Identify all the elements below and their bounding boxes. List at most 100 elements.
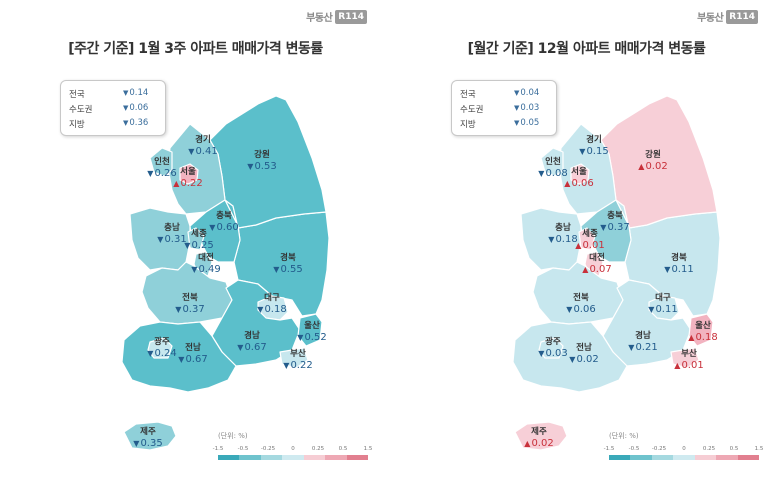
- region-name: 세종: [191, 229, 207, 239]
- region-name: 인천: [154, 157, 170, 167]
- region-change: ▲0.02: [514, 438, 564, 450]
- region-label-gyeongnam: 경남 ▼0.21: [618, 331, 668, 354]
- legend-swatch: [716, 455, 738, 460]
- region-label-jeonnam: 전남 ▼0.02: [559, 343, 609, 365]
- down-arrow-icon: ▼: [548, 234, 555, 244]
- monthly-map: [512, 95, 721, 451]
- down-arrow-icon: ▼: [237, 342, 244, 352]
- down-arrow-icon: ▼: [209, 222, 216, 232]
- up-arrow-icon: ▲: [582, 264, 589, 274]
- weekly-title: [주간 기준] 1월 3주 아파트 매매가격 변동률: [68, 41, 323, 57]
- region-value: 0.52: [304, 331, 327, 343]
- up-arrow-icon: ▲: [564, 178, 571, 188]
- region-value: 0.21: [635, 341, 658, 353]
- region-change: ▲0.06: [554, 178, 604, 190]
- region-change: ▼0.11: [638, 304, 688, 316]
- down-arrow-icon: ▼: [188, 146, 195, 156]
- up-arrow-icon: ▲: [688, 332, 695, 342]
- region-value: 0.06: [571, 177, 594, 189]
- region-change: ▼0.11: [654, 264, 704, 276]
- region-name: 광주: [154, 337, 170, 347]
- region-value: 0.11: [655, 303, 678, 315]
- down-arrow-icon: ▼: [297, 332, 304, 342]
- legend-tick: 0: [682, 446, 686, 452]
- summary-name: 지방: [69, 120, 85, 130]
- region-name: 전북: [573, 293, 589, 303]
- legend-tick: 1.5: [754, 446, 764, 452]
- down-arrow-icon: ▼: [157, 234, 164, 244]
- region-gwangju: [538, 337, 564, 359]
- down-arrow-icon: ▼: [579, 146, 586, 156]
- region-label-busan: 부산 ▲0.01: [664, 349, 714, 371]
- region-value: 0.67: [185, 353, 208, 365]
- down-arrow-icon: ▼: [147, 348, 154, 358]
- region-sejong: [187, 227, 205, 251]
- region-label-seoul: 서울 ▲0.06: [554, 167, 604, 190]
- down-arrow-icon: ▼: [569, 354, 576, 364]
- region-value: 0.25: [191, 239, 214, 251]
- region-change: ▼0.21: [618, 342, 668, 354]
- legend-ticks: -1.5 -0.5 -0.25 0 0.25 0.5 1.5: [213, 446, 373, 455]
- summary-name: 수도권: [69, 105, 93, 115]
- logo: 부동산 R114: [306, 9, 367, 24]
- region-name: 제주: [531, 427, 547, 437]
- legend-color-bar: [609, 455, 759, 460]
- region-change: ▼0.15: [569, 146, 619, 158]
- region-name: 충북: [607, 211, 623, 221]
- region-label-chungbuk: 충북 ▼0.37: [590, 211, 640, 233]
- region-value: 0.67: [244, 341, 267, 353]
- region-value: 0.01: [681, 359, 704, 371]
- region-incheon: [540, 147, 564, 177]
- legend-tick: -0.5: [237, 446, 249, 452]
- down-arrow-icon: ▼: [628, 342, 635, 352]
- region-jeonnam: [121, 321, 237, 393]
- up-arrow-icon: ▲: [674, 360, 681, 370]
- region-label-incheon: 인천 ▼0.08: [528, 157, 578, 179]
- region-change: ▲0.02: [628, 161, 678, 173]
- summary-change: ▼0.36: [123, 118, 148, 128]
- region-value: 0.22: [290, 359, 313, 371]
- region-change: ▼0.41: [178, 146, 228, 158]
- region-seoul: [570, 163, 590, 185]
- summary-change: ▼0.06: [123, 103, 148, 113]
- region-label-gyeonggi: 경기 ▼0.41: [178, 135, 228, 158]
- region-change: ▼0.18: [247, 304, 297, 316]
- region-name: 대구: [264, 293, 280, 303]
- region-label-daejeon: 대전 ▼0.49: [181, 253, 231, 275]
- region-label-gyeongnam: 경남 ▼0.67: [227, 331, 277, 353]
- region-value: 0.03: [545, 347, 568, 359]
- region-change: ▼0.22: [273, 360, 323, 372]
- region-value: 0.22: [180, 177, 203, 189]
- region-change: ▼0.37: [165, 304, 215, 316]
- region-name: 대전: [589, 253, 605, 263]
- down-arrow-icon: ▼: [123, 104, 129, 112]
- region-value: 0.49: [198, 263, 221, 275]
- region-value: 0.02: [576, 353, 599, 365]
- region-label-jeonbuk: 전북 ▼0.06: [556, 293, 606, 315]
- region-change: ▼0.60: [199, 222, 249, 234]
- region-label-gangwon: 강원 ▲0.02: [628, 150, 678, 173]
- region-label-jeju: 제주 ▼0.35: [123, 427, 173, 449]
- summary-name: 지방: [460, 120, 476, 130]
- region-value: 0.31: [164, 233, 187, 245]
- region-value: 0.37: [607, 221, 630, 233]
- region-name: 울산: [695, 321, 711, 331]
- region-change: ▼0.53: [237, 161, 287, 173]
- region-value: 0.24: [154, 347, 177, 359]
- weekly-map: [121, 95, 330, 451]
- region-value: 0.02: [531, 437, 554, 449]
- region-change: ▲0.22: [163, 178, 213, 190]
- legend-tick: -0.25: [651, 446, 667, 452]
- region-label-gwangju: 광주 ▼0.24: [137, 337, 187, 359]
- region-change: ▼0.55: [263, 264, 313, 276]
- down-arrow-icon: ▼: [191, 264, 198, 274]
- down-arrow-icon: ▼: [648, 304, 655, 314]
- region-label-gyeonggi: 경기 ▼0.15: [569, 135, 619, 158]
- down-arrow-icon: ▼: [514, 89, 520, 97]
- region-label-daegu: 대구 ▼0.11: [638, 293, 688, 316]
- region-value: 0.02: [645, 160, 668, 172]
- region-name: 경북: [280, 253, 296, 263]
- region-value: 0.18: [695, 331, 718, 343]
- legend-tick: 1.5: [363, 446, 373, 452]
- region-name: 전북: [182, 293, 198, 303]
